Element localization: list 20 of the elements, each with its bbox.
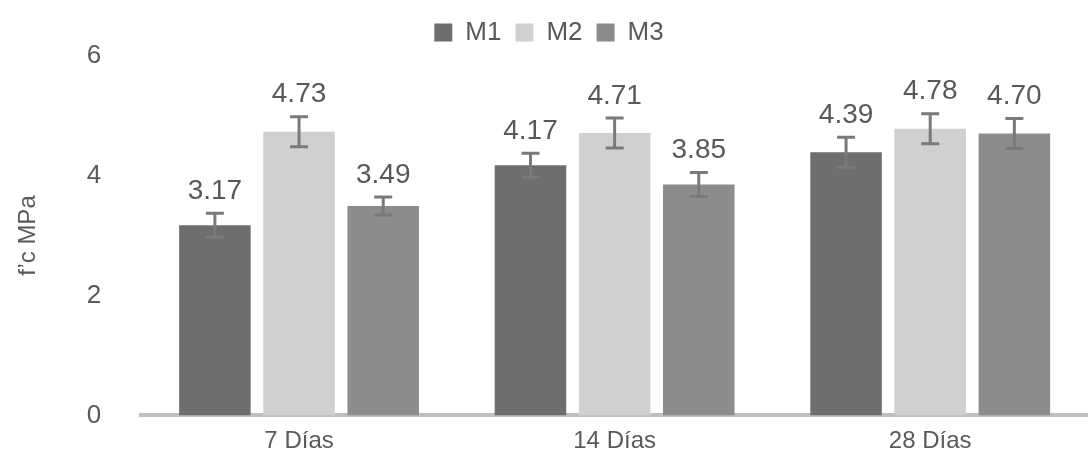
data-label: 4.78 bbox=[902, 74, 958, 106]
x-tick-label: 7 Días bbox=[264, 426, 334, 454]
x-tick-label: 28 Días bbox=[888, 426, 972, 454]
y-tick-label: 2 bbox=[86, 278, 102, 309]
legend-label: M1 bbox=[465, 15, 502, 46]
data-label: 4.17 bbox=[503, 114, 558, 146]
data-label: 4.70 bbox=[987, 79, 1042, 111]
data-label: 4.71 bbox=[587, 78, 642, 110]
legend-label: M3 bbox=[627, 15, 664, 46]
data-label: 4.39 bbox=[818, 97, 874, 129]
x-tick-label: 14 Días bbox=[573, 426, 656, 454]
y-axis-title: f’c MPa bbox=[13, 194, 41, 276]
y-tick-label: 4 bbox=[86, 158, 102, 189]
data-label: 3.49 bbox=[355, 157, 411, 189]
data-label: 4.73 bbox=[271, 77, 327, 109]
data-label: 3.85 bbox=[671, 133, 727, 165]
legend-label: M2 bbox=[546, 15, 583, 46]
y-tick-label: 0 bbox=[86, 398, 102, 429]
data-label: 3.17 bbox=[187, 174, 243, 206]
y-tick-label: 6 bbox=[86, 38, 102, 69]
